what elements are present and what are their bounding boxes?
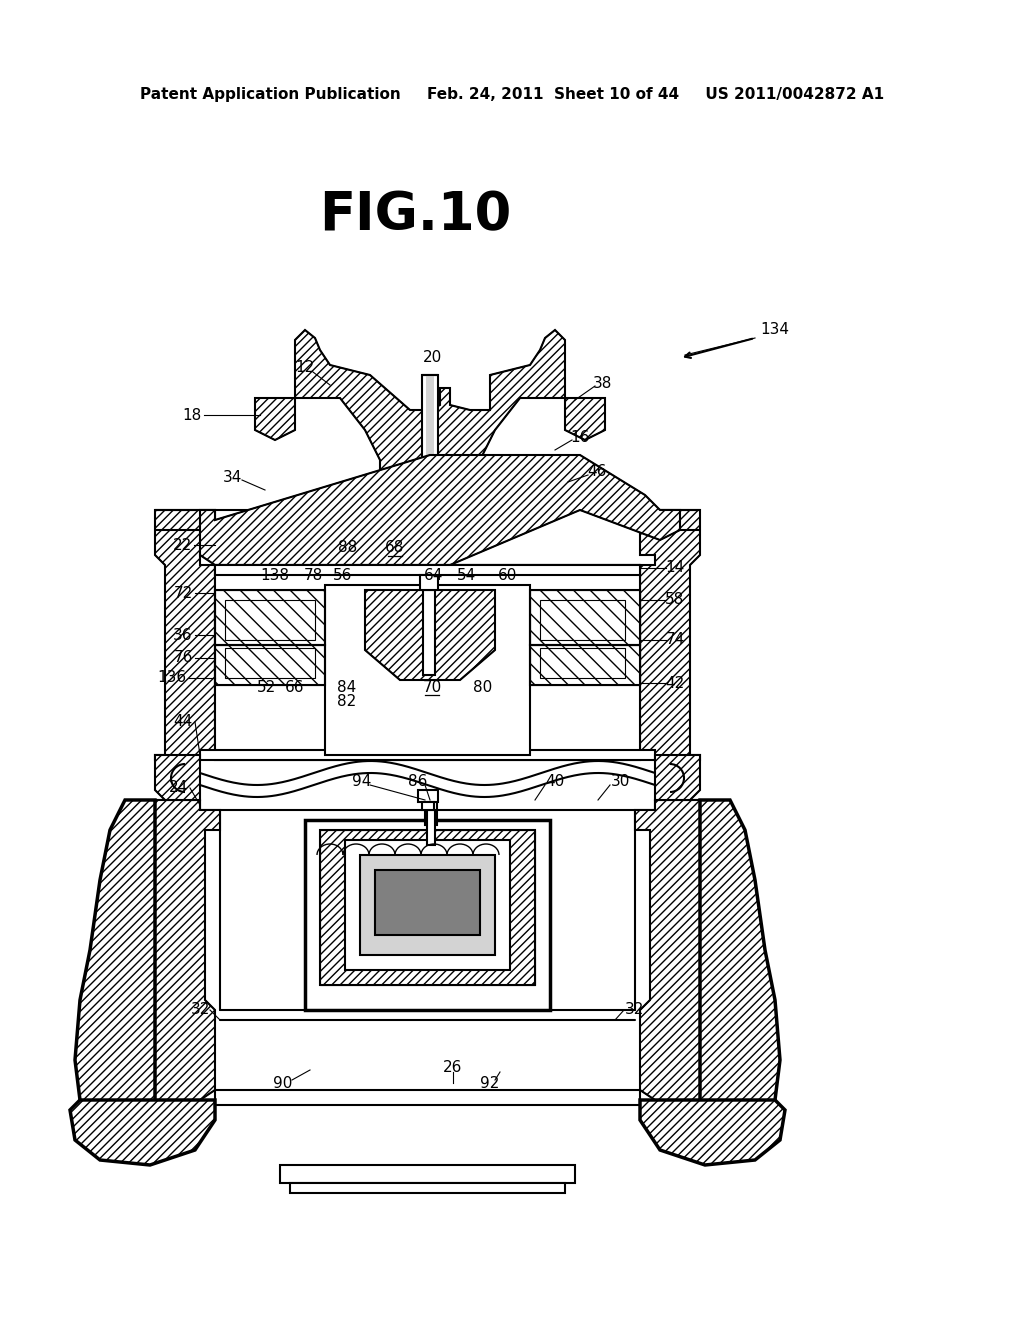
Bar <box>360 855 495 954</box>
Text: 86: 86 <box>409 775 428 789</box>
Text: 134: 134 <box>761 322 790 338</box>
Bar <box>215 645 325 685</box>
Bar <box>225 648 315 678</box>
Bar <box>290 1183 565 1193</box>
Text: 32: 32 <box>626 1002 645 1018</box>
Text: 90: 90 <box>273 1076 293 1090</box>
Bar <box>425 590 433 675</box>
Polygon shape <box>635 800 700 1100</box>
Bar <box>530 645 640 685</box>
Text: 94: 94 <box>352 775 372 789</box>
Polygon shape <box>200 455 680 565</box>
Text: 22: 22 <box>173 537 193 553</box>
Text: 54: 54 <box>458 568 476 582</box>
Text: 16: 16 <box>570 429 590 445</box>
Text: 44: 44 <box>173 714 193 730</box>
Bar <box>305 820 550 1010</box>
Polygon shape <box>155 510 215 760</box>
Polygon shape <box>640 510 700 760</box>
Text: 82: 82 <box>337 694 356 710</box>
Text: 38: 38 <box>592 375 611 391</box>
Polygon shape <box>70 1100 215 1166</box>
Bar <box>319 830 535 985</box>
Text: 58: 58 <box>666 593 685 607</box>
Text: 46: 46 <box>588 465 606 479</box>
Text: 18: 18 <box>182 408 202 422</box>
Text: 14: 14 <box>666 561 685 576</box>
Text: FIG.10: FIG.10 <box>318 189 511 242</box>
Polygon shape <box>655 755 700 800</box>
Polygon shape <box>75 800 155 1119</box>
Bar <box>215 645 325 685</box>
Bar <box>418 789 438 803</box>
Text: 42: 42 <box>666 676 685 690</box>
Text: 70: 70 <box>422 680 441 694</box>
Text: 26: 26 <box>443 1060 463 1074</box>
Text: 66: 66 <box>286 680 305 694</box>
Bar <box>215 590 325 645</box>
Text: 80: 80 <box>473 680 493 694</box>
Text: 78: 78 <box>303 568 323 582</box>
Polygon shape <box>365 590 495 680</box>
Bar <box>540 601 625 640</box>
Bar <box>530 645 640 685</box>
Text: 74: 74 <box>666 632 685 648</box>
Bar <box>215 1090 640 1105</box>
Text: 20: 20 <box>423 351 442 366</box>
Text: 88: 88 <box>338 540 357 556</box>
Bar <box>225 601 315 640</box>
Bar <box>420 576 438 590</box>
Bar <box>375 870 480 935</box>
Bar <box>530 590 640 645</box>
Bar <box>422 803 434 810</box>
Text: 32: 32 <box>190 1002 210 1018</box>
Polygon shape <box>565 399 605 440</box>
Bar <box>319 830 535 985</box>
Text: 30: 30 <box>610 775 630 789</box>
Text: 56: 56 <box>334 568 352 582</box>
Bar <box>530 590 640 645</box>
Text: 60: 60 <box>499 568 518 582</box>
Text: 84: 84 <box>337 680 356 694</box>
Bar <box>200 750 655 760</box>
Bar <box>422 375 438 506</box>
Bar <box>540 648 625 678</box>
Text: 40: 40 <box>546 775 564 789</box>
Text: 34: 34 <box>222 470 242 484</box>
Text: 138: 138 <box>260 568 290 582</box>
Bar <box>427 810 435 845</box>
Polygon shape <box>215 565 640 576</box>
Text: 12: 12 <box>295 360 314 375</box>
Bar <box>423 590 435 675</box>
Text: 136: 136 <box>158 671 186 685</box>
Bar <box>280 1166 575 1183</box>
Bar <box>325 585 530 755</box>
Polygon shape <box>255 399 295 440</box>
Text: 24: 24 <box>168 780 187 796</box>
Bar <box>345 840 510 970</box>
Bar <box>215 590 325 645</box>
Text: Patent Application Publication     Feb. 24, 2011  Sheet 10 of 44     US 2011/004: Patent Application Publication Feb. 24, … <box>140 87 884 103</box>
Bar <box>215 565 640 760</box>
Polygon shape <box>155 800 220 1100</box>
Text: 52: 52 <box>257 680 276 694</box>
Polygon shape <box>295 330 565 500</box>
Polygon shape <box>155 755 200 800</box>
Polygon shape <box>640 1100 785 1166</box>
Text: 92: 92 <box>480 1076 500 1090</box>
Text: 76: 76 <box>173 651 193 665</box>
Text: 68: 68 <box>385 540 404 556</box>
Bar <box>425 800 437 825</box>
Text: 64: 64 <box>424 568 443 582</box>
Text: 36: 36 <box>173 627 193 643</box>
Polygon shape <box>700 800 780 1119</box>
Text: 72: 72 <box>173 586 193 601</box>
Bar <box>426 375 434 506</box>
